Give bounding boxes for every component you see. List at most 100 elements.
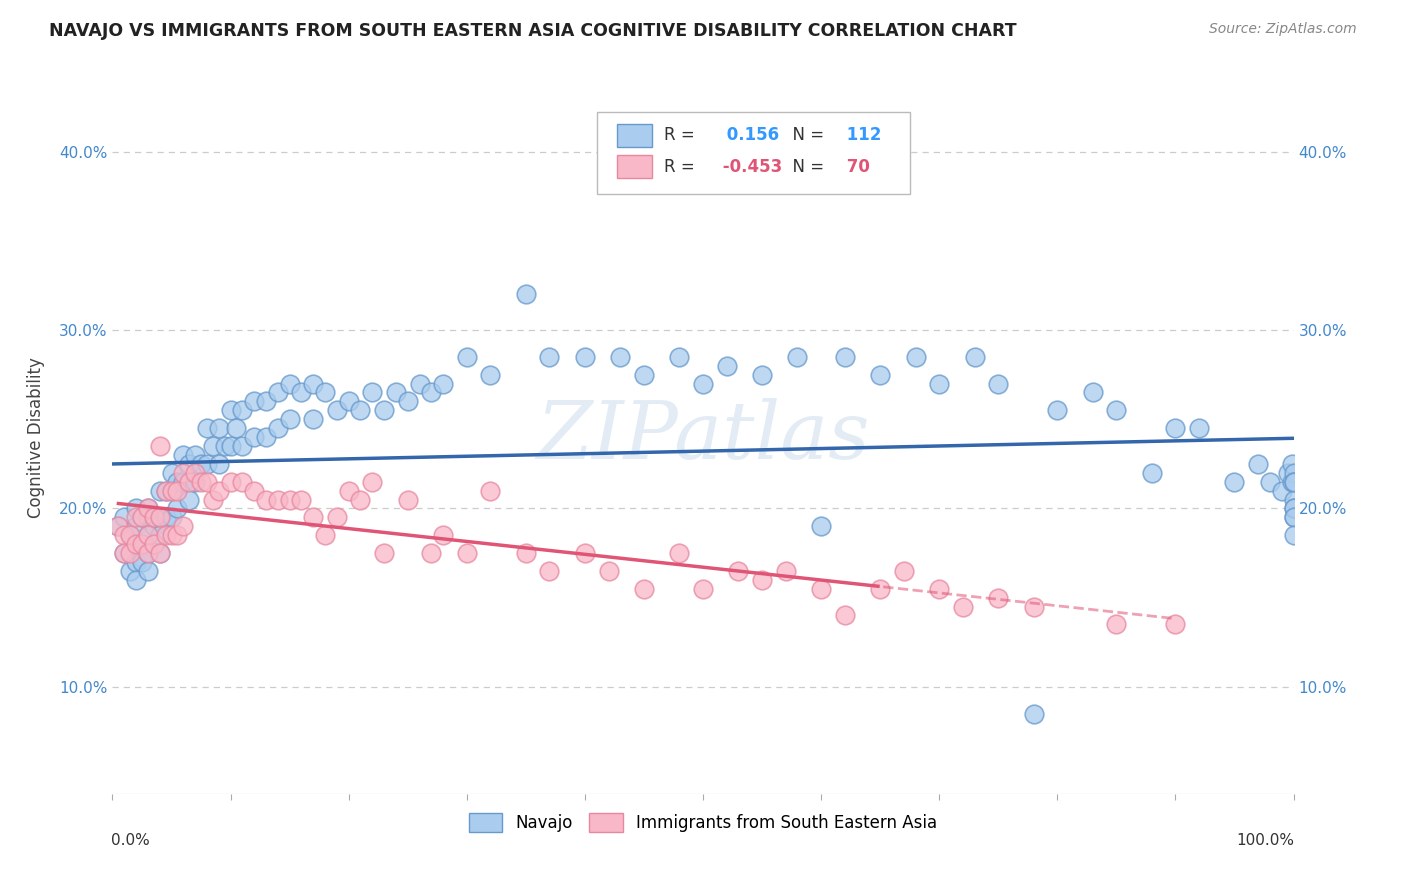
- Point: [1282, 501, 1305, 516]
- Text: 70: 70: [841, 158, 870, 176]
- Text: 100.0%: 100.0%: [1237, 833, 1295, 848]
- Point: [131, 510, 153, 524]
- Point: [963, 350, 986, 364]
- Point: [172, 466, 194, 480]
- FancyBboxPatch shape: [596, 112, 910, 194]
- Point: [155, 483, 177, 498]
- Point: [166, 528, 188, 542]
- Point: [574, 350, 596, 364]
- Point: [668, 350, 690, 364]
- Point: [987, 376, 1010, 391]
- Legend: Navajo, Immigrants from South Eastern Asia: Navajo, Immigrants from South Eastern As…: [463, 806, 943, 839]
- Point: [166, 475, 188, 489]
- Point: [786, 350, 808, 364]
- Point: [869, 368, 891, 382]
- Point: [1105, 403, 1128, 417]
- Point: [278, 492, 301, 507]
- Point: [160, 510, 183, 524]
- Point: [716, 359, 738, 373]
- Point: [598, 564, 620, 578]
- Text: R =: R =: [664, 158, 695, 176]
- Point: [1223, 475, 1246, 489]
- Point: [155, 483, 177, 498]
- Point: [1188, 421, 1211, 435]
- Point: [208, 421, 231, 435]
- Point: [633, 582, 655, 596]
- Point: [420, 546, 443, 560]
- Point: [538, 564, 561, 578]
- Point: [231, 403, 253, 417]
- Point: [1164, 617, 1187, 632]
- FancyBboxPatch shape: [617, 124, 652, 146]
- Point: [1282, 475, 1305, 489]
- Point: [120, 546, 142, 560]
- Point: [1081, 385, 1104, 400]
- Point: [1046, 403, 1069, 417]
- Point: [1281, 457, 1303, 471]
- Point: [456, 350, 478, 364]
- Point: [337, 483, 360, 498]
- Point: [538, 350, 561, 364]
- Point: [515, 546, 537, 560]
- Point: [1277, 466, 1299, 480]
- FancyBboxPatch shape: [617, 155, 652, 178]
- Point: [515, 287, 537, 301]
- Point: [1140, 466, 1163, 480]
- Point: [692, 376, 714, 391]
- Point: [314, 385, 336, 400]
- Point: [609, 350, 631, 364]
- Text: 112: 112: [841, 127, 882, 145]
- Point: [112, 546, 135, 560]
- Point: [1258, 475, 1281, 489]
- Point: [987, 591, 1010, 605]
- Point: [107, 519, 129, 533]
- Text: NAVAJO VS IMMIGRANTS FROM SOUTH EASTERN ASIA COGNITIVE DISABILITY CORRELATION CH: NAVAJO VS IMMIGRANTS FROM SOUTH EASTERN …: [49, 22, 1017, 40]
- Point: [633, 368, 655, 382]
- Point: [834, 350, 856, 364]
- Point: [172, 519, 194, 533]
- Point: [231, 439, 253, 453]
- Text: ZIPatlas: ZIPatlas: [536, 399, 870, 475]
- Point: [1105, 617, 1128, 632]
- Point: [155, 510, 177, 524]
- Point: [254, 430, 277, 444]
- Point: [214, 439, 236, 453]
- Point: [1022, 599, 1045, 614]
- Point: [1282, 510, 1305, 524]
- Point: [195, 421, 218, 435]
- Text: N =: N =: [782, 127, 824, 145]
- Point: [278, 376, 301, 391]
- Point: [290, 492, 312, 507]
- Point: [1281, 475, 1303, 489]
- Point: [1282, 528, 1305, 542]
- Point: [456, 546, 478, 560]
- Point: [373, 403, 395, 417]
- Point: [928, 376, 950, 391]
- Point: [408, 376, 430, 391]
- Point: [149, 510, 172, 524]
- Point: [574, 546, 596, 560]
- Point: [179, 492, 201, 507]
- Point: [1282, 475, 1305, 489]
- Point: [125, 501, 148, 516]
- Point: [201, 439, 224, 453]
- Point: [112, 528, 135, 542]
- Point: [131, 537, 153, 551]
- Point: [149, 483, 172, 498]
- Point: [195, 457, 218, 471]
- Point: [120, 528, 142, 542]
- Point: [692, 582, 714, 596]
- Point: [160, 483, 183, 498]
- Point: [142, 537, 165, 551]
- Point: [190, 457, 212, 471]
- Point: [254, 492, 277, 507]
- Point: [125, 510, 148, 524]
- Point: [385, 385, 408, 400]
- Point: [479, 483, 502, 498]
- Point: [219, 403, 242, 417]
- Point: [1282, 501, 1305, 516]
- Point: [112, 546, 135, 560]
- Point: [432, 528, 454, 542]
- Point: [326, 510, 349, 524]
- Point: [1022, 706, 1045, 721]
